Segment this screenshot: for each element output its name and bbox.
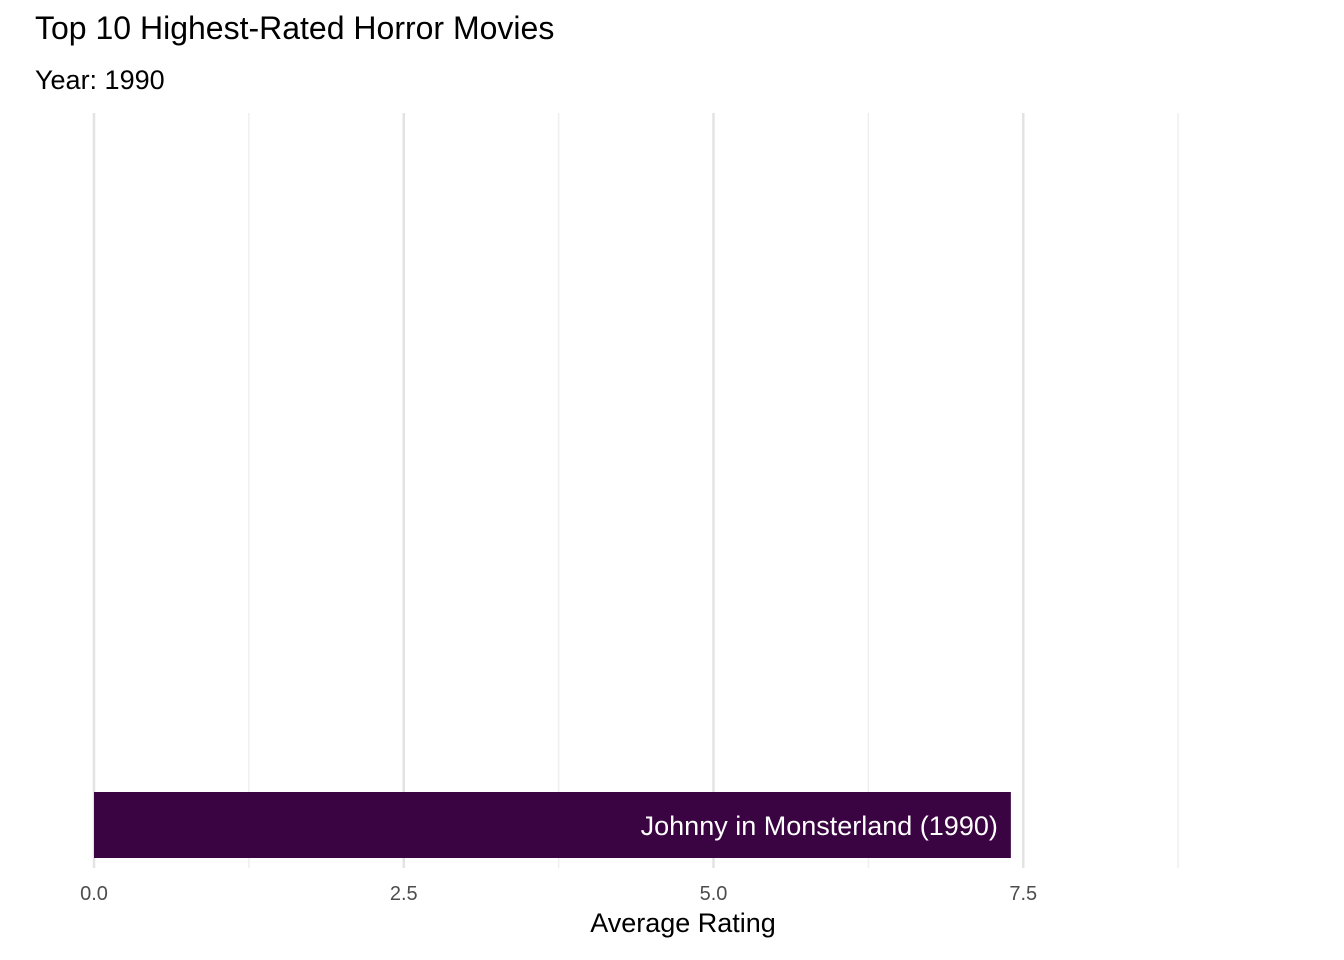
x-tick-label: 0.0	[80, 883, 108, 905]
x-axis-label: Average Rating	[590, 908, 776, 938]
bar	[94, 792, 1011, 858]
x-tick-label: 5.0	[700, 883, 728, 905]
chart-subtitle: Year: 1990	[35, 65, 165, 95]
bar-label: Johnny in Monsterland (1990)	[641, 811, 998, 841]
x-tick-label: 2.5	[390, 883, 418, 905]
chart-title: Top 10 Highest-Rated Horror Movies	[35, 10, 555, 46]
x-tick-label: 7.5	[1009, 883, 1037, 905]
